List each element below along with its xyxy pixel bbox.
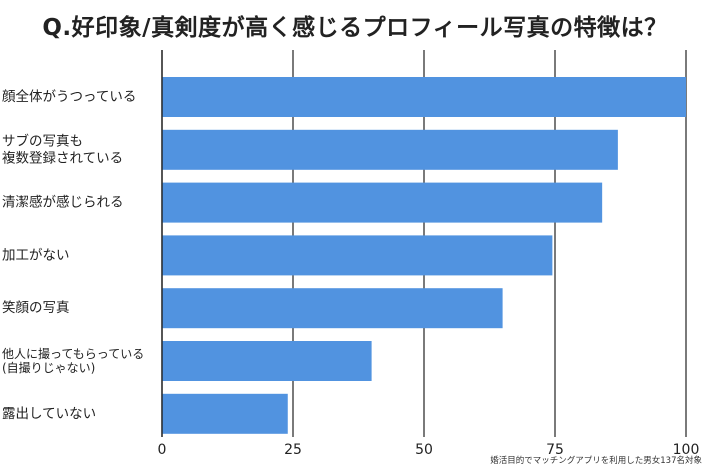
x-tick-label-100: 100 (673, 442, 700, 458)
category-label-line: 顔全体がうつっている (2, 88, 136, 105)
category-label-line: 笑顔の写真 (2, 300, 70, 316)
category-label-line: 露出していない (2, 406, 96, 422)
category-label-4: 笑顔の写真 (2, 300, 70, 316)
category-label-0: 顔全体がうつっている (2, 88, 136, 105)
category-label-1: サブの写真も複数登録されている (2, 132, 123, 166)
bar-0 (162, 77, 686, 117)
bar-6 (162, 393, 288, 434)
category-label-2: 清潔感が感じられる (2, 194, 124, 211)
x-tick-label-75: 75 (546, 442, 564, 458)
bar-4 (162, 288, 503, 329)
footnote: 婚活目的でマッチングアプリを利用した男女137名対象 (490, 456, 702, 466)
bar-2 (162, 182, 603, 223)
x-tick-label-0: 0 (158, 442, 167, 458)
bar-1 (162, 129, 618, 170)
bar-layer (162, 77, 686, 434)
category-label-5: 他人に撮ってもらっている(自撮りじゃない) (2, 347, 144, 375)
category-label-line: サブの写真も (2, 132, 83, 149)
category-label-line: 清潔感が感じられる (2, 194, 124, 211)
category-label-6: 露出していない (2, 406, 96, 422)
category-label-line: 加工がない (2, 247, 70, 263)
category-label-layer: 顔全体がうつっているサブの写真も複数登録されている清潔感が感じられる加工がない笑… (2, 88, 144, 422)
bar-3 (162, 235, 553, 276)
category-label-line: 他人に撮ってもらっている (2, 347, 144, 361)
tick-label-layer: 0 25 50 75 100 (158, 442, 700, 458)
category-label-line: (自撮りじゃない) (2, 361, 95, 375)
category-label-line: 複数登録されている (2, 149, 123, 166)
x-tick-label-50: 50 (415, 442, 433, 458)
x-tick-label-25: 25 (284, 442, 302, 458)
bar-5 (162, 341, 372, 381)
chart-title: Q.好印象/真剣度が高く感じるプロフィール写真の特徴は？ (42, 15, 668, 41)
category-label-3: 加工がない (2, 247, 70, 263)
